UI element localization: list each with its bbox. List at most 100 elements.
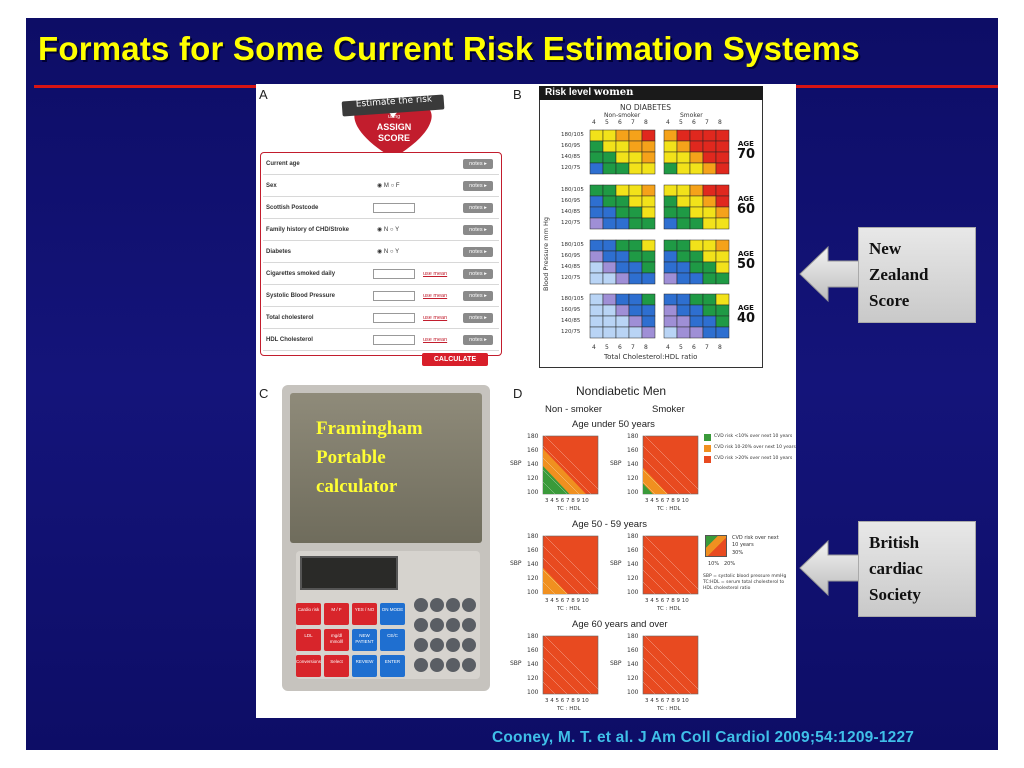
bcs-band-orange — [643, 467, 668, 494]
nz-tick-bottom: 5 — [679, 344, 683, 351]
bcs-grid-background — [642, 535, 699, 595]
notes-button[interactable]: notes ▸ — [463, 181, 493, 191]
numeric-key[interactable] — [414, 598, 428, 612]
use-mean-link[interactable]: use mean — [423, 315, 448, 321]
notes-button[interactable]: notes ▸ — [463, 159, 493, 169]
bcs-grid-line — [642, 681, 656, 695]
bcs-smoker: Smoker — [652, 404, 685, 415]
bcs-y-tick: 140 — [627, 661, 639, 668]
bcs-grid-line — [542, 581, 556, 595]
bcs-grid-line — [542, 669, 568, 695]
bcs-grid-line — [542, 557, 580, 595]
nz-tick-top: 6 — [618, 119, 622, 126]
legend2-20: 20% — [724, 561, 736, 567]
calculator-key[interactable]: ON MODE — [380, 603, 405, 625]
use-mean-link[interactable]: use mean — [423, 293, 448, 299]
notes-button[interactable]: notes ▸ — [463, 291, 493, 301]
bcs-y-tick: 180 — [627, 633, 639, 640]
nz-bp-label: 160/95 — [561, 198, 581, 204]
legend-label: CVD risk <10% over next 10 years — [714, 434, 793, 439]
use-mean-link[interactable]: use mean — [423, 337, 448, 343]
bcs-grid-line — [642, 457, 680, 495]
bcs-grid-line — [542, 445, 592, 495]
calculator-key[interactable]: Conversions — [296, 655, 321, 677]
legend-label: CVD risk >20% over next 10 years — [714, 456, 793, 461]
bcs-y-tick: 140 — [627, 561, 639, 568]
calculator-key[interactable]: REVIEW — [352, 655, 377, 677]
overlay-line-3: calculator — [316, 476, 398, 497]
nz-bp-label: 160/95 — [561, 143, 581, 149]
citation: Cooney, M. T. et al. J Am Coll Cardiol 2… — [492, 729, 915, 746]
numeric-key[interactable] — [414, 618, 428, 632]
panel-a-label: A — [259, 87, 268, 102]
numeric-key[interactable] — [446, 658, 460, 672]
legend-label: CVD risk 10-20% over next 10 years — [714, 445, 796, 450]
calculator-key[interactable]: LDL — [296, 629, 321, 651]
radio-group[interactable]: ◉ N ○ Y — [377, 227, 400, 233]
legend2-title: CVD risk over next 10 years — [732, 535, 779, 548]
bcs-nonsmoker: Non - smoker — [545, 404, 603, 415]
bcs-grid-line — [642, 445, 692, 495]
use-mean-link[interactable]: use mean — [423, 271, 448, 277]
notes-button[interactable]: notes ▸ — [463, 335, 493, 345]
numeric-key[interactable] — [462, 618, 476, 632]
numeric-key[interactable] — [446, 618, 460, 632]
calculator-key[interactable]: Cardio risk — [296, 603, 321, 625]
assign-using: using — [388, 114, 400, 120]
calculator-key[interactable]: ENTER — [380, 655, 405, 677]
nz-grid-cell — [641, 162, 656, 175]
numeric-key[interactable] — [462, 638, 476, 652]
form-input[interactable] — [373, 269, 415, 279]
form-input[interactable] — [373, 291, 415, 301]
bcs-y-tick: 160 — [527, 547, 539, 554]
form-row-label: Total cholesterol — [266, 315, 314, 321]
slide-title: Formats for Some Current Risk Estimation… — [38, 30, 860, 67]
calculator-key[interactable]: M / F — [324, 603, 349, 625]
numeric-key[interactable] — [430, 658, 444, 672]
calculate-button[interactable]: CALCULATE — [422, 353, 488, 366]
legend2-swatch — [705, 535, 727, 557]
bcs-grid-line — [642, 633, 704, 695]
nz-tick-bottom: 7 — [705, 344, 709, 351]
notes-button[interactable]: notes ▸ — [463, 225, 493, 235]
calculator-key[interactable]: CE/C — [380, 629, 405, 651]
form-row-label: Systolic Blood Pressure — [266, 293, 336, 299]
bcs-y-tick: 160 — [627, 647, 639, 654]
bcs-x-ticks: 3 4 5 6 7 8 9 10 — [645, 498, 689, 504]
notes-button[interactable]: notes ▸ — [463, 269, 493, 279]
bcs-group-label: Age 60 years and over — [572, 619, 668, 630]
bcs-grid-line — [542, 533, 604, 595]
bcs-y-tick: 180 — [627, 433, 639, 440]
numeric-key[interactable] — [414, 638, 428, 652]
bcs-grid-line — [542, 569, 568, 595]
numeric-key[interactable] — [430, 598, 444, 612]
numeric-key[interactable] — [446, 638, 460, 652]
nz-bp-label: 180/105 — [561, 187, 584, 193]
calculator-key[interactable]: YES / NO — [352, 603, 377, 625]
bcs-y-tick: 100 — [527, 589, 539, 596]
numeric-key[interactable] — [462, 598, 476, 612]
nz-tick-top: 5 — [605, 119, 609, 126]
form-input[interactable] — [373, 203, 415, 213]
radio-group[interactable]: ◉ M ○ F — [377, 183, 400, 189]
notes-button[interactable]: notes ▸ — [463, 203, 493, 213]
numeric-key[interactable] — [430, 618, 444, 632]
nz-tick-top: 8 — [644, 119, 648, 126]
form-input[interactable] — [373, 335, 415, 345]
calculator-key[interactable]: Select — [324, 655, 349, 677]
numeric-key[interactable] — [414, 658, 428, 672]
form-input[interactable] — [373, 313, 415, 323]
form-row-label: Scottish Postcode — [266, 205, 319, 211]
calculator-key[interactable]: NEW PATIENT — [352, 629, 377, 651]
notes-button[interactable]: notes ▸ — [463, 247, 493, 257]
calculator-key[interactable]: mg/dl mmol/l — [324, 629, 349, 651]
notes-button[interactable]: notes ▸ — [463, 313, 493, 323]
legend-swatch — [704, 434, 711, 441]
radio-group[interactable]: ◉ N ○ Y — [377, 249, 400, 255]
bcs-grid-line — [542, 469, 568, 495]
callout-british-line: British — [869, 533, 920, 552]
numeric-key[interactable] — [430, 638, 444, 652]
numeric-key[interactable] — [446, 598, 460, 612]
numeric-key[interactable] — [462, 658, 476, 672]
